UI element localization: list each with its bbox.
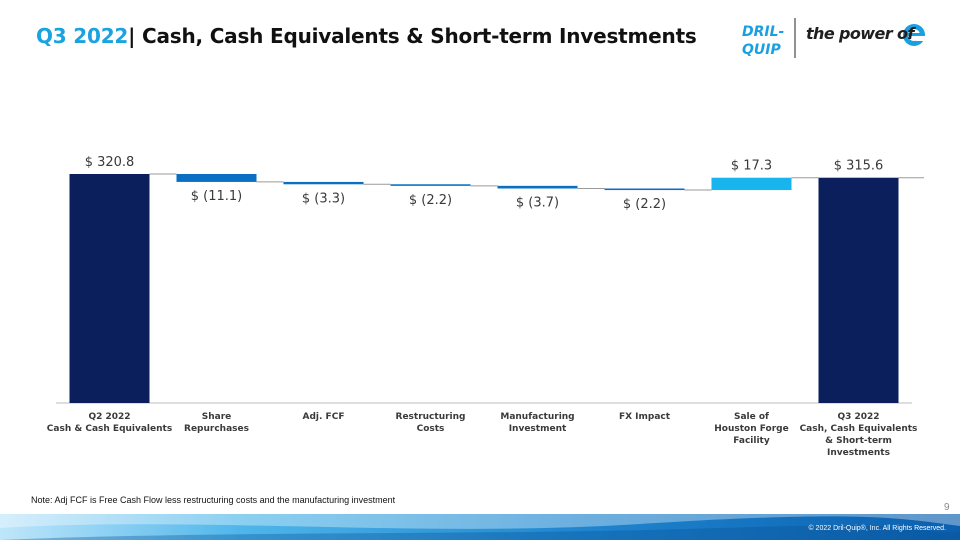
category-label-3-1: Costs [417, 424, 445, 434]
category-label-2-0: Adj. FCF [303, 412, 345, 422]
footer-band [0, 514, 960, 540]
brand-line1: DRIL- [742, 24, 785, 40]
logo-tagline: the power of [806, 24, 914, 43]
waterfall-chart: $ 320.8 Q2 2022 Cash & Cash Equivalents $ (… [47, 155, 924, 458]
bar-4 [497, 185, 578, 189]
category-label-7-1: Cash, Cash Equivalents [800, 424, 918, 434]
value-label-5: $ (2.2) [623, 197, 666, 212]
category-label-7-2: & Short-term [825, 436, 892, 446]
category-label-6-2: Facility [733, 436, 770, 446]
company-logo: DRIL- QUIP the power of [740, 16, 940, 60]
value-label-3: $ (2.2) [409, 193, 452, 208]
category-label-0-1: Cash & Cash Equivalents [47, 424, 172, 434]
footnote: Note: Adj FCF is Free Cash Flow less res… [31, 495, 396, 505]
category-label-7-3: Investments [827, 448, 890, 458]
bar-2 [283, 181, 364, 185]
value-label-6: $ 17.3 [731, 159, 772, 174]
title-separator: | [128, 24, 136, 48]
category-label-1-0: Share [202, 412, 232, 422]
bar-1 [176, 174, 257, 182]
value-label-2: $ (3.3) [302, 191, 345, 206]
bar-7 [818, 177, 899, 403]
bar-0 [69, 174, 150, 403]
category-label-3-0: Restructuring [396, 412, 466, 422]
category-label-0-0: Q2 2022 [88, 412, 130, 422]
category-label-4-0: Manufacturing [500, 412, 574, 422]
category-label-4-1: Investment [509, 424, 567, 434]
category-label-5-0: FX Impact [619, 412, 671, 422]
value-label-1: $ (11.1) [191, 189, 243, 204]
value-label-4: $ (3.7) [516, 195, 559, 210]
title-main: Cash, Cash Equivalents & Short-term Inve… [142, 24, 697, 48]
copyright-text: © 2022 Dril-Quip®, Inc. All Rights Reser… [808, 525, 946, 532]
brand-line2: QUIP [742, 42, 781, 58]
category-label-6-0: Sale of [734, 412, 769, 422]
page-title: Q3 2022| Cash, Cash Equivalents & Short-… [36, 24, 697, 54]
category-label-1-1: Repurchases [184, 424, 249, 434]
page-number: 9 [944, 502, 950, 513]
category-label-7-0: Q3 2022 [837, 412, 879, 422]
value-label-7: $ 315.6 [834, 159, 884, 174]
value-label-0: $ 320.8 [85, 155, 135, 170]
e-logo-icon [903, 24, 926, 46]
bar-5 [604, 188, 685, 191]
dril-quip-logo-mark: DRIL- QUIP [742, 18, 926, 58]
category-label-6-1: Houston Forge [714, 424, 788, 434]
title-period: Q3 2022 [36, 24, 129, 48]
bar-3 [390, 184, 471, 186]
bar-6 [711, 177, 792, 191]
